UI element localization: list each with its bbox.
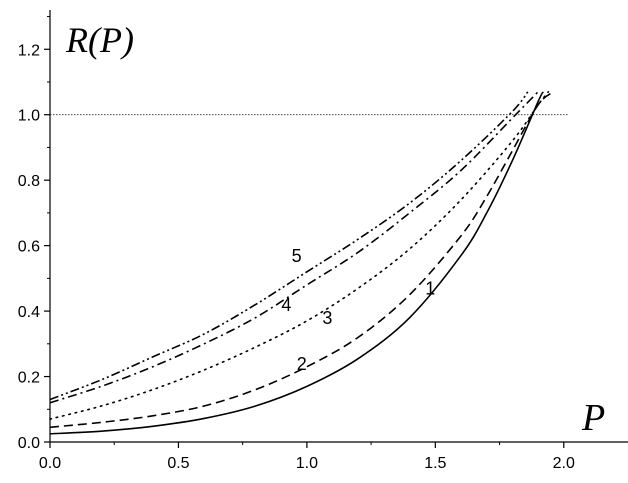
y-ticks: 0.0 0.2 0.4 0.6 0.8 1.0 1.2 [18, 16, 50, 452]
y-tick-label: 0.0 [18, 435, 40, 452]
curves [49, 91, 555, 435]
series-line-3 [49, 91, 550, 420]
y-tick-label: 0.8 [18, 173, 40, 190]
curve-labels: 1 2 3 4 5 [281, 246, 435, 374]
x-tick-label: 1.5 [424, 455, 446, 472]
series-label-4: 4 [281, 295, 291, 315]
x-tick-label: 0.5 [167, 455, 189, 472]
y-axis-label: R(P) [65, 20, 134, 60]
series-line-2 [49, 91, 555, 429]
series-label-3: 3 [322, 308, 332, 328]
plot-area: 1 2 3 4 5 [49, 91, 569, 435]
y-tick-label: 0.2 [18, 370, 40, 387]
x-tick-label: 1.0 [296, 455, 318, 472]
series-line-1 [49, 91, 544, 435]
series-label-1: 1 [425, 279, 435, 299]
y-tick-label: 0.4 [18, 304, 40, 321]
series-label-5: 5 [292, 246, 302, 266]
y-tick-label: 1.2 [18, 42, 40, 59]
series-line-4 [49, 91, 539, 404]
x-tick-label: 2.0 [553, 455, 575, 472]
x-axis-label: P [581, 397, 605, 439]
series-label-2: 2 [297, 354, 307, 374]
series-line-5 [49, 91, 529, 401]
y-tick-label: 0.6 [18, 239, 40, 256]
x-ticks: 0.0 0.5 1.0 1.5 2.0 [39, 442, 575, 472]
y-tick-label: 1.0 [18, 108, 40, 125]
x-tick-label: 0.0 [39, 455, 61, 472]
